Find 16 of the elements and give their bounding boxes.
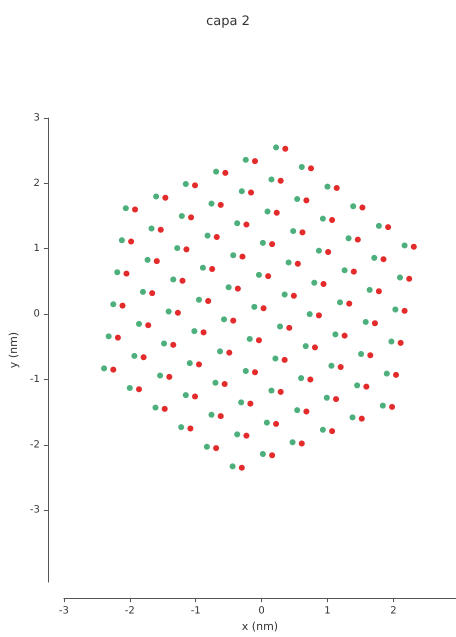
y-tick-label: -1 xyxy=(30,374,40,385)
y-tick-label: 2 xyxy=(33,178,40,189)
x-tick-label: -3 xyxy=(58,606,69,617)
x-axis-title: x (nm) xyxy=(242,620,278,633)
y-tick-label: -2 xyxy=(30,439,40,450)
x-tick-label: -2 xyxy=(124,606,135,617)
y-tick-label: 1 xyxy=(33,243,40,254)
y-tick-label: 3 xyxy=(33,112,40,124)
x-tick-label: 2 xyxy=(390,606,397,617)
x-tick-label: 0 xyxy=(258,606,265,617)
chart-title: capa 2 xyxy=(206,14,250,29)
y-tick-label: 0 xyxy=(33,308,40,320)
y-tick-label: -3 xyxy=(30,504,40,516)
x-tick-label: -1 xyxy=(190,606,201,617)
y-axis-title: y (nm) xyxy=(7,332,20,368)
x-tick-label: 1 xyxy=(324,606,331,617)
